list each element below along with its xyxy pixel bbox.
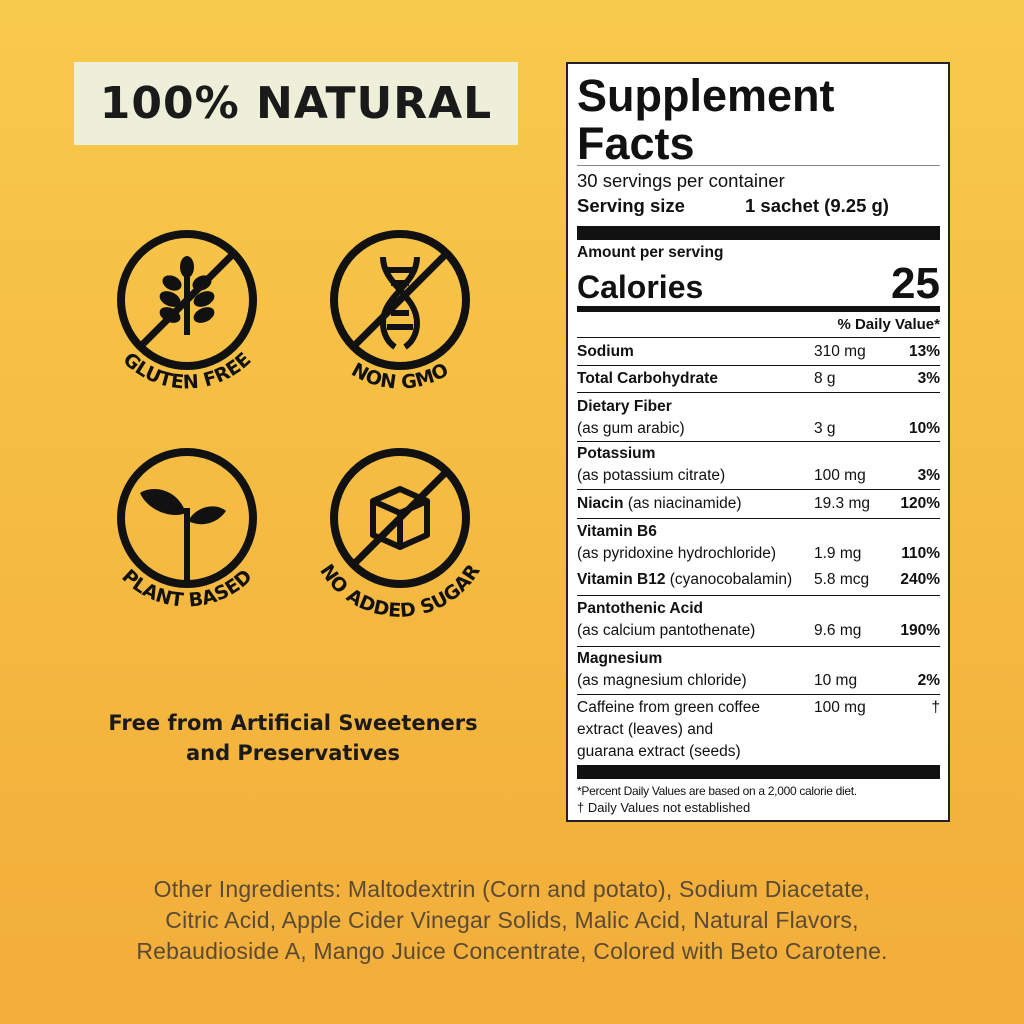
- nutrient-name: Magnesium: [577, 650, 663, 667]
- ingredients-line: Rebaudioside A, Mango Juice Concentrate,…: [136, 938, 888, 964]
- footnote: † Daily Values not established: [577, 800, 751, 815]
- calories-value: 25: [891, 259, 940, 308]
- dna-icon: [379, 256, 421, 350]
- nutrient-dv: 13%: [908, 343, 940, 360]
- facts-title: Facts: [577, 118, 695, 169]
- nutrient-row: Pantothenic Acid (as calcium pantothenat…: [577, 598, 940, 642]
- divider: [577, 694, 940, 695]
- nutrient-name: Vitamin B6: [577, 523, 657, 540]
- svg-text:NO ADDED SUGAR: NO ADDED SUGAR: [315, 560, 484, 622]
- nutrient-source: (as pyridoxine hydrochloride): [577, 545, 777, 562]
- divider: [577, 518, 940, 519]
- nutrient-row: Vitamin B12 (cyanocobalamin) 5.8 mcg 240%: [577, 569, 940, 591]
- other-ingredients: Other Ingredients: Maltodextrin (Corn an…: [40, 874, 984, 967]
- divider: [577, 365, 940, 366]
- circle-outline: [117, 230, 257, 370]
- serving-size-label: Serving size: [577, 195, 685, 216]
- nutrient-name: Caffeine from green coffee: [577, 699, 760, 716]
- divider: [577, 392, 940, 393]
- nutrient-name: Vitamin B12: [577, 571, 666, 588]
- nutrient-amount: 9.6 mg: [814, 622, 862, 639]
- nutrient-dv: 240%: [900, 571, 940, 588]
- nutrient-source: (cyanocobalamin): [669, 571, 793, 588]
- nutrient-row: Sodium 310 mg 13%: [577, 341, 940, 363]
- nutrient-dv: 3%: [917, 467, 940, 484]
- free-from-line: Free from Artificial Sweeteners: [108, 711, 478, 735]
- nutrient-row: Caffeine from green coffee extract (leav…: [577, 697, 940, 763]
- plant-based-badge: PLANT BASED: [117, 448, 257, 612]
- nutrient-amount: 10 mg: [814, 672, 858, 689]
- divider: [577, 646, 940, 647]
- nutrient-row: Total Carbohydrate 8 g 3%: [577, 368, 940, 390]
- nutrient-name: Sodium: [577, 343, 634, 360]
- free-from-text: Free from Artificial Sweeteners and Pres…: [60, 708, 526, 768]
- calories-label: Calories: [577, 269, 704, 305]
- non-gmo-badge: NON GMO: [330, 230, 470, 394]
- nutrient-row: Niacin (as niacinamide) 19.3 mg 120%: [577, 493, 940, 515]
- nutrient-name: Pantothenic Acid: [577, 600, 704, 617]
- divider: [577, 595, 940, 596]
- serving-size-value: 1 sachet (9.25 g): [745, 195, 889, 216]
- nutrient-source: (as gum arabic): [577, 420, 685, 437]
- nutrient-name: Dietary Fiber: [577, 398, 672, 415]
- nutrient-row: Dietary Fiber (as gum arabic) 3 g 10%: [577, 396, 940, 440]
- nutrient-name: guarana extract (seeds): [577, 743, 741, 760]
- nutrient-name: Potassium: [577, 445, 656, 462]
- nutrient-dv: 2%: [917, 672, 940, 689]
- nutrient-row: Magnesium (as magnesium chloride) 10 mg 2%: [577, 648, 940, 692]
- slash: [350, 468, 450, 568]
- nutrient-amount: 19.3 mg: [814, 495, 871, 512]
- nutrient-source: (as niacinamide): [627, 495, 742, 512]
- nutrient-amount: 5.8 mcg: [814, 571, 870, 588]
- nutrient-dv: †: [931, 699, 940, 716]
- slash: [350, 250, 450, 350]
- free-from-line: and Preservatives: [185, 741, 401, 765]
- nutrient-amount: 3 g: [814, 420, 836, 437]
- no-added-sugar-badge: NO ADDED SUGAR: [315, 448, 485, 622]
- nutrient-source: (as magnesium chloride): [577, 672, 747, 689]
- nutrient-dv: 120%: [900, 495, 940, 512]
- nutrient-amount: 100 mg: [814, 699, 866, 716]
- nutrient-dv: 190%: [900, 622, 940, 639]
- nutrient-dv: 3%: [917, 370, 940, 387]
- gluten-free-badge: GLUTEN FREE: [117, 230, 257, 394]
- nutrient-source: (as calcium pantothenate): [577, 622, 756, 639]
- nutrient-amount: 1.9 mg: [814, 545, 862, 562]
- divider: [577, 337, 940, 338]
- nutrient-name: extract (leaves) and: [577, 721, 714, 738]
- nutrient-name: Niacin: [577, 495, 624, 512]
- nutrient-amount: 100 mg: [814, 467, 866, 484]
- thick-bar: [577, 765, 940, 779]
- circle-outline: [330, 448, 470, 588]
- sprout-icon: [140, 489, 226, 586]
- nutrient-dv: 110%: [901, 545, 940, 562]
- icon-label: NO ADDED SUGAR: [315, 560, 484, 622]
- nutrient-name: Total Carbohydrate: [577, 370, 718, 387]
- nutrient-dv: 10%: [908, 420, 940, 437]
- slash: [137, 250, 237, 350]
- divider: [577, 165, 940, 166]
- thick-bar: [577, 226, 940, 240]
- natural-badge: 100% NATURAL: [74, 62, 518, 145]
- supplement-facts-panel: Supplement Facts 30 servings per contain…: [566, 62, 950, 822]
- nutrient-amount: 8 g: [814, 370, 836, 387]
- footnote: *Percent Daily Values are based on a 2,0…: [577, 784, 857, 798]
- amount-per-serving: Amount per serving: [577, 244, 724, 261]
- daily-value-header: % Daily Value*: [837, 316, 940, 333]
- svg-text:GLUTEN FREE: GLUTEN FREE: [119, 348, 256, 393]
- icon-label: GLUTEN FREE: [119, 348, 256, 393]
- nutrient-row: Vitamin B6 (as pyridoxine hydrochloride)…: [577, 521, 940, 565]
- divider: [577, 441, 940, 442]
- ingredients-line: Citric Acid, Apple Cider Vinegar Solids,…: [165, 907, 859, 933]
- divider: [577, 489, 940, 490]
- facts-title: Supplement: [577, 70, 835, 121]
- circle-outline: [117, 448, 257, 588]
- nutrient-amount: 310 mg: [814, 343, 866, 360]
- nutrient-source: (as potassium citrate): [577, 467, 726, 484]
- servings-per-container: 30 servings per container: [577, 170, 785, 191]
- ingredients-line: Other Ingredients: Maltodextrin (Corn an…: [153, 876, 871, 902]
- medium-bar: [577, 306, 940, 312]
- circle-outline: [330, 230, 470, 370]
- nutrient-row: Potassium (as potassium citrate) 100 mg 3%: [577, 443, 940, 487]
